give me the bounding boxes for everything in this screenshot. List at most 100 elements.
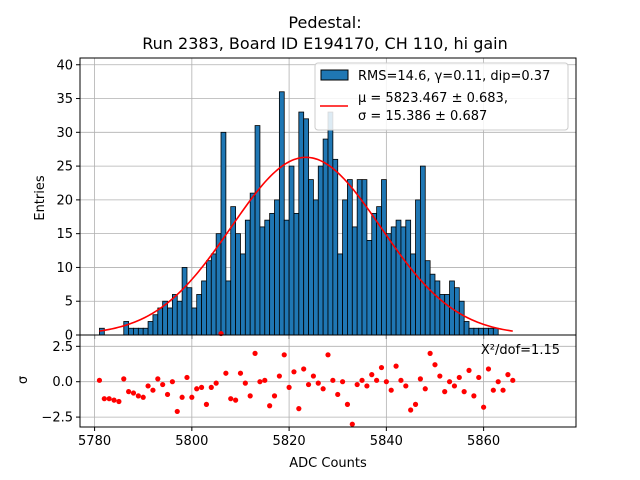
bottom-axes-frame [79, 334, 577, 428]
residual-point [417, 376, 423, 382]
residual-point [228, 396, 234, 402]
residual-point [189, 394, 195, 400]
histogram-bar [405, 219, 412, 336]
legend-hist-swatch [320, 69, 349, 81]
residual-point [320, 386, 326, 392]
residual-point [398, 377, 404, 383]
histogram-bar [240, 253, 246, 336]
histogram-bar [371, 212, 378, 336]
residual-y-axis-label: σ [16, 376, 31, 384]
histogram-bar [351, 226, 358, 336]
histogram-bar [317, 165, 324, 336]
residual-point [150, 387, 156, 393]
histogram-bar [196, 294, 202, 336]
histogram-bar [264, 219, 271, 336]
residual-point [135, 393, 141, 399]
x-tick-label: 5780 [78, 434, 111, 449]
residual-point [344, 401, 351, 407]
histogram-bar [444, 294, 450, 336]
histogram-bar [176, 300, 183, 336]
top-y-tick-label: 0 [65, 329, 73, 344]
histogram-bar [468, 327, 475, 336]
histogram-bar [283, 219, 290, 336]
residual-point [291, 369, 297, 375]
residual-point [301, 366, 307, 372]
histogram-bar [288, 165, 295, 336]
histogram-bar [225, 280, 232, 336]
legend: RMS=14.6, γ=0.11, dip=0.37 μ = 5823.467 … [314, 62, 569, 131]
histogram-bar [235, 233, 241, 336]
residual-point [388, 387, 394, 393]
residual-point [174, 408, 180, 415]
top-y-tick-label: 40 [56, 58, 73, 73]
residual-point [369, 372, 375, 378]
residual-point [485, 366, 492, 372]
residual-point [106, 396, 112, 402]
residual-point [116, 398, 122, 405]
residual-point [194, 386, 200, 392]
bottom-axes: −2.5 0.0 2.5 5780 5800 5820 5840 5860 [41, 334, 577, 449]
histogram-bar [463, 321, 470, 336]
chart-title-line2: Run 2383, Board ID E194170, CH 110, hi g… [142, 34, 507, 53]
residual-point [446, 379, 453, 385]
residual-point [481, 404, 487, 410]
residual-point [378, 364, 385, 371]
residual-point [330, 377, 336, 383]
residual-point [310, 373, 317, 379]
histogram-bar [308, 179, 314, 336]
histogram-bar [322, 138, 329, 336]
residual-point [374, 377, 380, 383]
histogram-bar [410, 253, 416, 336]
histogram-bar [157, 307, 164, 336]
histogram-bar [366, 240, 373, 336]
top-y-tick-label: 30 [56, 126, 73, 141]
histogram-bar [332, 158, 339, 336]
histogram-bar [478, 327, 485, 336]
histogram-bar [244, 219, 251, 336]
residual-point [461, 389, 467, 395]
legend-fit-label-line1: μ = 5823.467 ± 0.683, [358, 91, 508, 106]
chart-title-line1: Pedestal: [288, 13, 361, 32]
histogram-bar [415, 199, 421, 336]
histogram-bar [133, 327, 139, 336]
x-tick-label: 5840 [370, 434, 403, 449]
histogram-bar [429, 273, 436, 336]
histogram-bar [381, 179, 387, 336]
residual-point [359, 377, 365, 383]
residual-point [203, 401, 210, 407]
x-axis-label: ADC Counts [289, 456, 367, 471]
residual-point [169, 379, 175, 385]
histogram-bar [395, 219, 402, 336]
residual-point [466, 367, 472, 373]
residual-point [237, 370, 244, 376]
histogram-bar [181, 267, 188, 336]
x-tick-label: 5820 [273, 434, 306, 449]
residual-point [242, 380, 248, 386]
histogram-bar [347, 179, 353, 336]
legend-hist-label: RMS=14.6, γ=0.11, dip=0.37 [358, 69, 550, 84]
histogram-bar [298, 111, 305, 336]
residual-point [252, 350, 258, 356]
bottom-grid [80, 335, 576, 427]
y-axis-label: Entries [33, 175, 48, 221]
residual-point [364, 383, 370, 389]
residual-point [267, 403, 273, 409]
histogram-bar [337, 253, 343, 336]
histogram-bar [269, 212, 275, 336]
histogram-bar [473, 327, 480, 336]
residual-point [145, 383, 151, 389]
residual-point [179, 394, 185, 400]
residual-point [155, 376, 161, 382]
histogram-bar [342, 199, 348, 336]
top-y-tick-label: 10 [56, 261, 73, 276]
top-y-tick-label: 35 [56, 92, 73, 107]
residual-point [111, 397, 117, 403]
residual-point [213, 380, 219, 386]
histogram-bar [293, 212, 300, 336]
residual-point [442, 389, 448, 395]
histogram-bar [434, 280, 441, 336]
residual-point [281, 352, 287, 358]
bottom-y-tick-label: 0.0 [52, 375, 73, 390]
histogram-bar [206, 260, 212, 336]
